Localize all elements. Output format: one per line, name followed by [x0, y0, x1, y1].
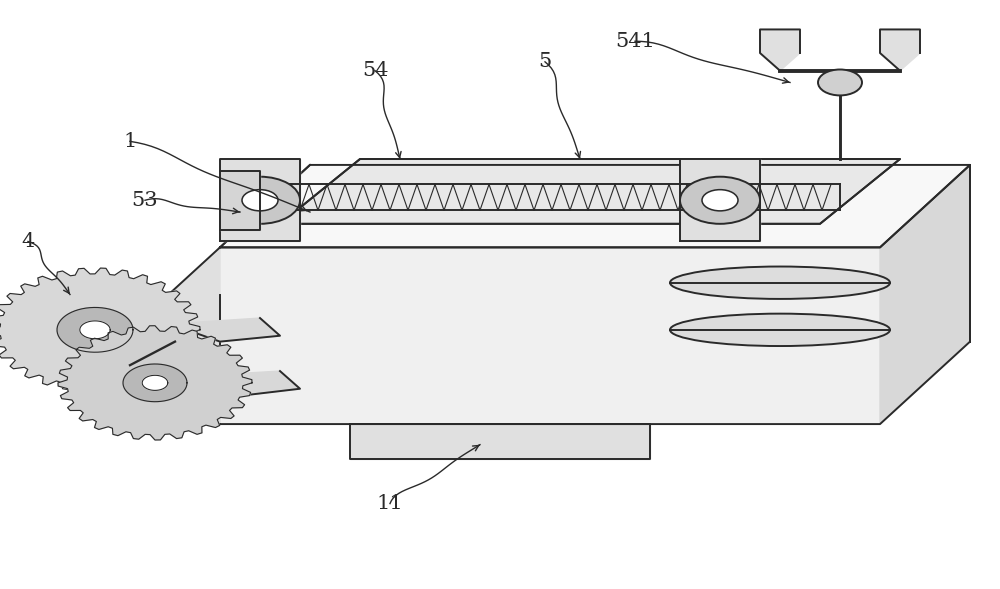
Polygon shape — [280, 159, 900, 224]
Polygon shape — [130, 247, 220, 424]
Polygon shape — [142, 375, 168, 391]
Polygon shape — [220, 165, 970, 247]
Polygon shape — [350, 424, 650, 459]
Text: 11: 11 — [377, 494, 403, 513]
Text: 54: 54 — [362, 61, 388, 80]
Polygon shape — [880, 165, 970, 424]
Text: 541: 541 — [615, 32, 655, 51]
Polygon shape — [58, 326, 252, 440]
Polygon shape — [80, 321, 110, 339]
Circle shape — [242, 190, 278, 211]
Circle shape — [818, 70, 862, 95]
Polygon shape — [680, 159, 760, 241]
Polygon shape — [0, 268, 200, 392]
Polygon shape — [220, 171, 260, 230]
Ellipse shape — [670, 267, 890, 299]
Polygon shape — [220, 159, 300, 241]
Text: 1: 1 — [123, 132, 137, 151]
Polygon shape — [57, 307, 133, 352]
Polygon shape — [760, 29, 800, 71]
Polygon shape — [140, 389, 210, 412]
Text: 5: 5 — [538, 52, 552, 71]
Text: 53: 53 — [132, 191, 158, 210]
Polygon shape — [180, 371, 300, 395]
Polygon shape — [880, 29, 920, 71]
Ellipse shape — [670, 314, 890, 346]
Polygon shape — [123, 364, 187, 402]
Polygon shape — [140, 353, 210, 389]
Text: 4: 4 — [21, 232, 35, 251]
Circle shape — [680, 177, 760, 224]
Circle shape — [702, 190, 738, 211]
Circle shape — [220, 177, 300, 224]
Polygon shape — [130, 165, 970, 424]
Polygon shape — [170, 318, 280, 342]
